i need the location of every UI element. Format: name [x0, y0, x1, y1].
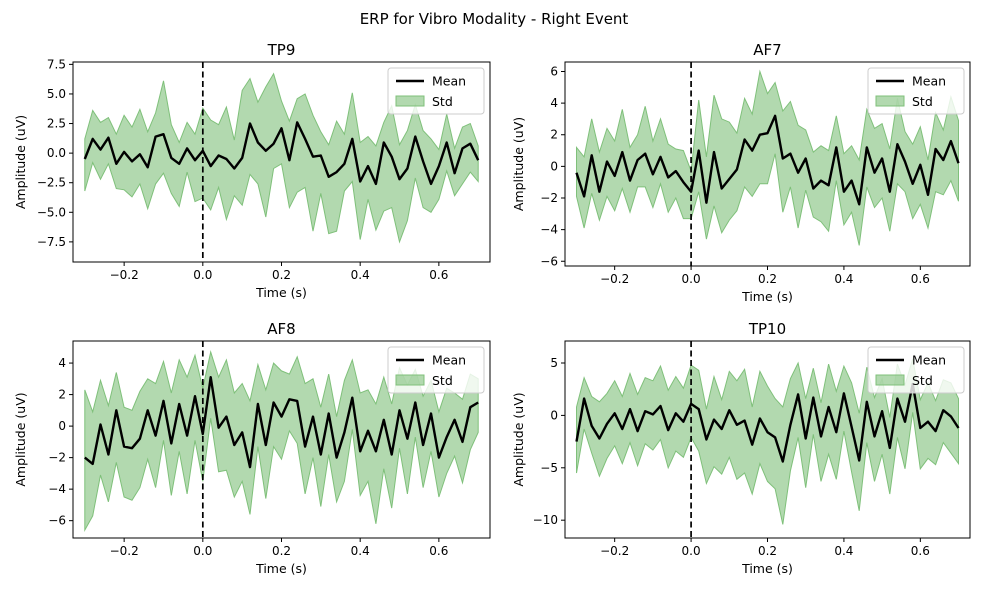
x-tick-label: −0.2 — [110, 268, 139, 282]
legend-std-label: Std — [432, 373, 453, 388]
y-tick-label: −2 — [48, 451, 66, 465]
legend-std-swatch — [395, 374, 425, 386]
x-tick-label: 0.4 — [834, 272, 853, 286]
subplot-title: TP10 — [748, 320, 786, 338]
mean-line — [83, 121, 480, 186]
y-tick-label: 7.5 — [47, 57, 66, 71]
x-tick-label: −0.2 — [110, 544, 139, 558]
subplot-af8: −0.2 0.0 0.2 0.4 0.6 −6 −4 −2 0 2 4 AF8 Time (s) Ampl… — [13, 320, 491, 576]
y-tick-label: 4 — [58, 356, 66, 370]
legend: Mean Std — [867, 67, 965, 115]
plot-area — [575, 69, 960, 246]
legend-std-swatch — [875, 374, 905, 386]
legend-std-swatch — [875, 95, 905, 107]
x-tick-label: 0.6 — [911, 272, 930, 286]
legend: Mean Std — [387, 67, 485, 115]
y-tick-label: 0.0 — [47, 146, 66, 160]
x-tick-label: −0.2 — [600, 272, 629, 286]
y-axis-label: Amplitude (uV) — [13, 115, 28, 209]
legend-mean-label: Mean — [912, 74, 946, 89]
y-tick-label: −7.5 — [37, 235, 66, 249]
plot-area — [83, 72, 480, 244]
x-tick-label: 0.4 — [351, 544, 370, 558]
y-tick-label: −5 — [540, 461, 558, 475]
subplot-af7: −0.2 0.0 0.2 0.4 0.6 −6 −4 −2 0 2 4 6 AF7 Time (s) Amp… — [511, 41, 971, 304]
y-tick-label: −4 — [540, 223, 558, 237]
x-axis-label: Time (s) — [741, 289, 793, 304]
y-tick-label: 6 — [550, 64, 558, 78]
subplot-tp9: −0.2 0.0 0.2 0.4 0.6 −7.5 −5.0 −2.5 0.0 2.5 5.0 7.5… — [13, 41, 491, 300]
subplot-grid: −0.2 0.0 0.2 0.4 0.6 −7.5 −5.0 −2.5 0.0 2.5 5.0 7.5… — [13, 41, 971, 576]
y-tick-label: 5 — [550, 356, 558, 370]
x-tick-label: 0.2 — [758, 544, 777, 558]
y-tick-label: −2.5 — [37, 176, 66, 190]
legend-mean-label: Mean — [432, 353, 466, 368]
legend-std-label: Std — [912, 94, 933, 109]
legend-std-label: Std — [912, 373, 933, 388]
std-band — [576, 69, 959, 246]
std-band — [576, 358, 959, 525]
y-tick-label: −5.0 — [37, 205, 66, 219]
x-tick-label: 0.4 — [834, 544, 853, 558]
x-tick-label: 0.0 — [682, 544, 701, 558]
y-axis-label: Amplitude (uV) — [13, 392, 28, 486]
y-tick-label: −4 — [48, 482, 66, 496]
y-tick-label: 4 — [550, 96, 558, 110]
y-axis-label: Amplitude (uV) — [511, 117, 526, 211]
plot-area — [575, 358, 960, 525]
x-tick-label: 0.6 — [429, 544, 448, 558]
legend-std-swatch — [395, 95, 425, 107]
y-tick-label: 2 — [58, 388, 66, 402]
legend-mean-label: Mean — [432, 74, 466, 89]
x-axis-label: Time (s) — [255, 285, 307, 300]
x-tick-label: 0.0 — [193, 268, 212, 282]
std-band — [84, 72, 479, 244]
y-tick-label: 0 — [550, 159, 558, 173]
figure-title: ERP for Vibro Modality - Right Event — [360, 10, 629, 28]
y-tick-label: −6 — [48, 514, 66, 528]
x-tick-label: 0.0 — [193, 544, 212, 558]
x-tick-label: 0.0 — [682, 272, 701, 286]
subplot-title: AF8 — [267, 320, 295, 338]
x-tick-label: −0.2 — [600, 544, 629, 558]
y-tick-label: 0 — [58, 419, 66, 433]
x-tick-label: 0.2 — [272, 544, 291, 558]
y-tick-label: −10 — [533, 513, 558, 527]
mean-line — [84, 376, 479, 469]
subplot-title: AF7 — [753, 41, 781, 59]
y-tick-label: −2 — [540, 191, 558, 205]
y-axis-label: Amplitude (uV) — [511, 392, 526, 486]
mean-line — [575, 114, 960, 206]
legend-std-label: Std — [432, 94, 453, 109]
y-tick-label: 2 — [550, 128, 558, 142]
x-axis-label: Time (s) — [255, 561, 307, 576]
x-tick-label: 0.2 — [272, 268, 291, 282]
mean-line — [575, 382, 960, 463]
subplot-tp10: −0.2 0.0 0.2 0.4 0.6 −10 −5 0 5 TP10 Time (s) Ampli… — [511, 320, 971, 576]
std-band — [84, 350, 479, 533]
x-tick-label: 0.6 — [911, 544, 930, 558]
y-tick-label: 2.5 — [47, 117, 66, 131]
x-axis-label: Time (s) — [741, 561, 793, 576]
subplot-title: TP9 — [267, 41, 296, 59]
y-tick-label: 0 — [550, 408, 558, 422]
legend-mean-label: Mean — [912, 353, 946, 368]
x-tick-label: 0.2 — [758, 272, 777, 286]
plot-area — [84, 350, 479, 533]
y-tick-label: 5.0 — [47, 87, 66, 101]
y-tick-label: −6 — [540, 254, 558, 268]
legend: Mean Std — [867, 346, 965, 394]
x-tick-label: 0.6 — [429, 268, 448, 282]
x-tick-label: 0.4 — [351, 268, 370, 282]
legend: Mean Std — [387, 346, 485, 394]
